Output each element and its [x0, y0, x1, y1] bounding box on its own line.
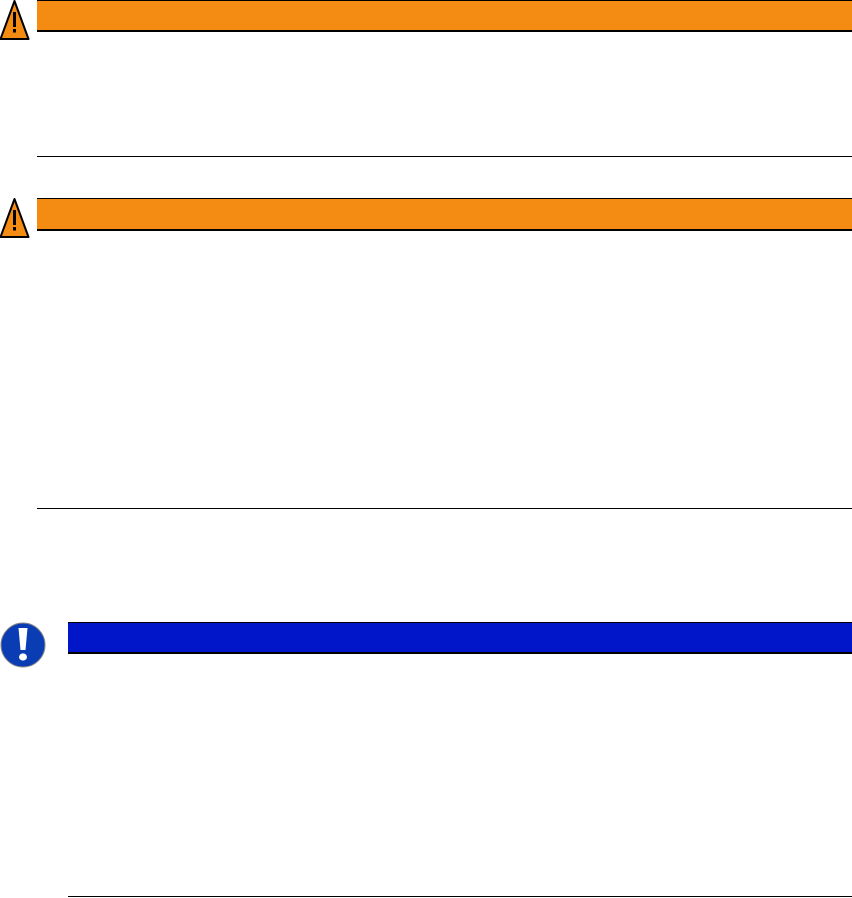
notice-header-bar	[68, 622, 852, 654]
warning-header-bar	[37, 198, 852, 231]
warning-triangle-icon	[0, 0, 30, 40]
warning-divider	[37, 156, 852, 157]
notice-divider	[68, 896, 852, 897]
warning-header-bar	[37, 0, 852, 32]
exclamation-circle-icon	[0, 622, 46, 668]
warning-triangle-icon	[0, 198, 30, 238]
warning-divider	[37, 508, 852, 509]
